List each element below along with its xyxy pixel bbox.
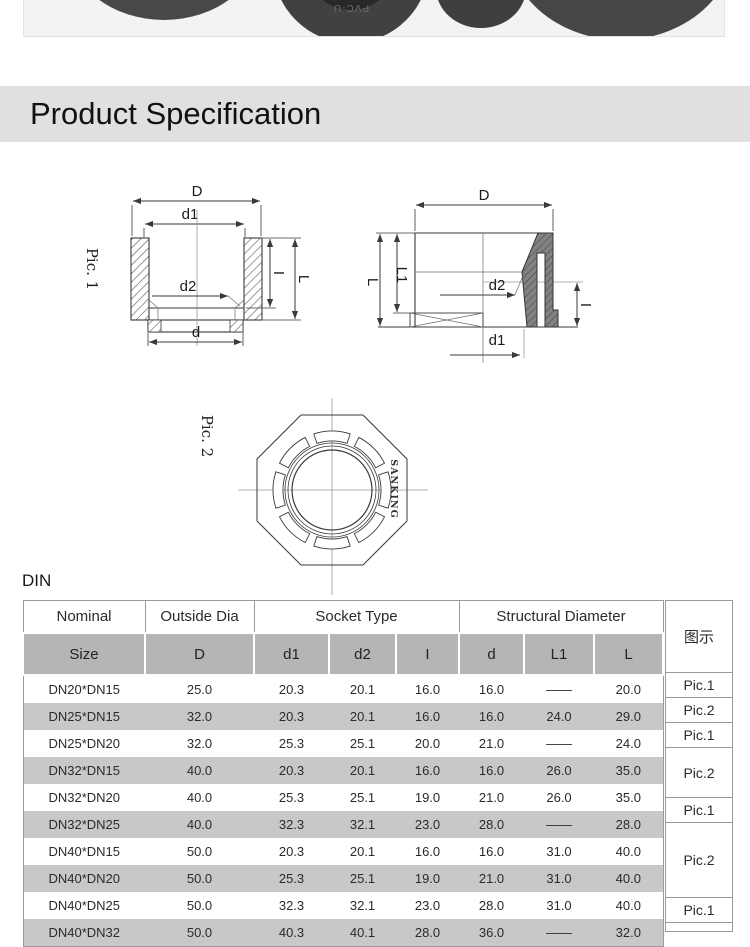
col-illustration-header: 图示: [665, 600, 733, 673]
pic-ref: Pic.2: [665, 822, 733, 898]
table-row: DN40*DN15 50.0 20.3 20.1 16.0 16.0 31.0 40.0: [48, 844, 641, 859]
standard-label: DIN: [22, 571, 52, 590]
product-photo-strip: PVC-U: [23, 0, 725, 37]
pic-ref: Pic.1: [665, 797, 733, 823]
pic-ref: Pic.2: [665, 747, 733, 798]
col-L: L: [593, 632, 665, 676]
col-group-structural-diameter: Structural Diameter: [458, 600, 664, 634]
photo-fitting-shape: [436, 0, 526, 28]
pic-ref: Pic.1: [665, 672, 733, 698]
photo-embossed-text: PVC-U: [332, 2, 370, 13]
col-group-socket-type: Socket Type: [253, 600, 460, 634]
col-outside-dia: Outside Dia: [144, 600, 255, 634]
dim-D-label: D: [192, 183, 203, 200]
col-I: I: [394, 632, 461, 676]
dim-d-label: d: [192, 324, 200, 341]
technical-drawings: Pic. 1 D d1 d2 d: [83, 183, 594, 595]
pic2-label: Pic. 2: [198, 415, 216, 457]
dim-L-label: L: [364, 278, 381, 286]
col-size: Size: [22, 632, 146, 676]
table-row: DN32*DN20 40.0 25.3 25.1 19.0 21.0 26.0 35.0: [48, 790, 641, 805]
col-d: d: [458, 632, 526, 676]
pic-ref: Pic.1: [665, 722, 733, 748]
illustration-column: 图示 Pic.1 Pic.2 Pic.1 Pic.2 Pic.1 Pic.2 P…: [665, 600, 733, 932]
dim-I-label: I: [577, 303, 594, 307]
spec-table: Nominal Outside Dia Socket Type Structur…: [22, 600, 665, 947]
pic-ref: Pic.1: [665, 897, 733, 923]
photo-fitting-bore: [306, 0, 396, 10]
dim-d1-label: d1: [489, 332, 506, 349]
col-d1: d1: [253, 632, 330, 676]
pic1-label: Pic. 1: [83, 248, 101, 290]
photo-fitting-shape: [506, 0, 724, 36]
pic-ref: Pic.2: [665, 697, 733, 723]
pic-ref-partial: [665, 922, 733, 932]
page-title: Product Specification: [30, 96, 322, 131]
table-row: DN32*DN15 40.0 20.3 20.1 16.0 16.0 26.0 35.0: [23, 757, 664, 784]
col-nominal: Nominal: [22, 600, 146, 634]
table-row: DN40*DN32 50.0 40.3 40.1 28.0 36.0 —— 32.0: [23, 919, 664, 947]
drawing-side-section: D L L1 d2 d1 I: [364, 187, 594, 363]
table-row: DN25*DN15 32.0 20.3 20.1 16.0 16.0 24.0 29.0: [23, 703, 664, 730]
brand-text: SANKING: [388, 459, 399, 518]
table-row: DN40*DN25 50.0 32.3 32.1 23.0 28.0 31.0 40.0: [48, 898, 641, 913]
table-row: DN25*DN20 32.0 25.3 25.1 20.0 21.0 —— 24.0: [48, 736, 641, 751]
dim-L1-label: L1: [393, 267, 410, 284]
table-header-row-fields: Size D d1 d2 I d L1 L: [22, 632, 665, 676]
section-title-band: Product Specification: [0, 86, 750, 142]
drawing-pic2-face: Pic. 2 SANKING: [198, 398, 428, 595]
col-L1: L1: [523, 632, 596, 676]
col-d2: d2: [328, 632, 397, 676]
dim-D-label: D: [479, 187, 490, 204]
table-row: DN32*DN25 40.0 32.3 32.1 23.0 28.0 —— 28.0: [23, 811, 664, 838]
dim-d1-label: d1: [182, 206, 199, 223]
dim-d2-label: d2: [180, 278, 197, 295]
table-row: DN20*DN15 25.0 20.3 20.1 16.0 16.0 —— 20.0: [48, 682, 641, 697]
photo-fitting-shape: [69, 0, 259, 20]
dim-d2-label: d2: [489, 277, 506, 294]
table-header-row-groups: Nominal Outside Dia Socket Type Structur…: [22, 600, 664, 634]
col-D: D: [144, 632, 255, 676]
table-row: DN40*DN20 50.0 25.3 25.1 19.0 21.0 31.0 40.0: [23, 865, 664, 892]
dim-L-label: L: [295, 275, 312, 283]
drawing-pic1-section: Pic. 1 D d1 d2 d: [83, 183, 312, 346]
dim-I-label: I: [270, 271, 287, 275]
